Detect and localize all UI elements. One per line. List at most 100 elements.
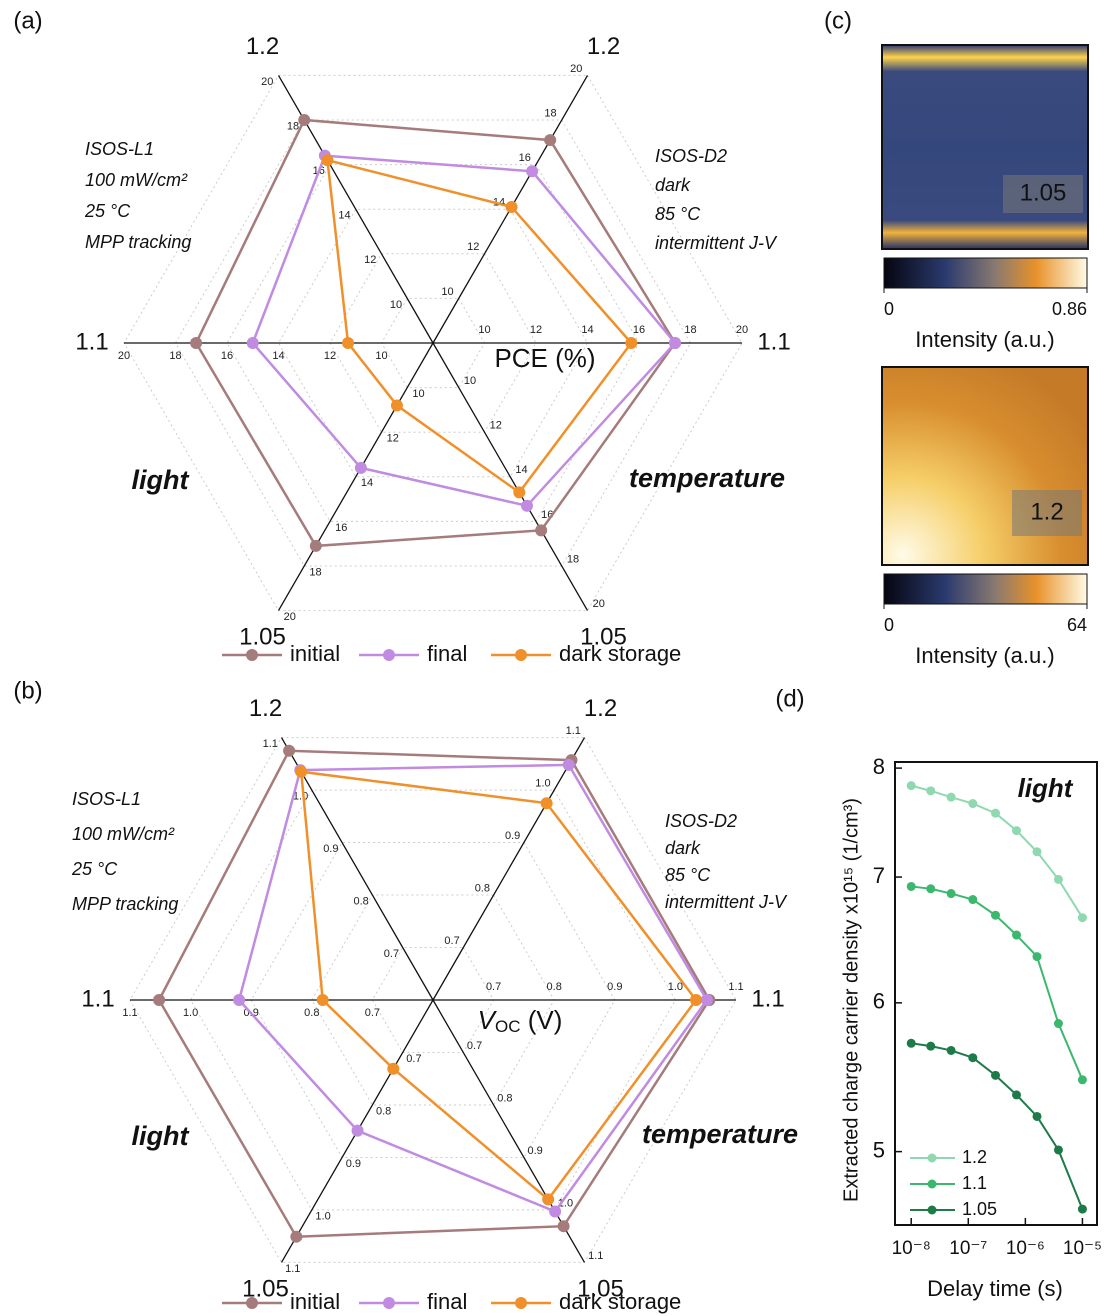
r-axis-label-part: OC bbox=[495, 1017, 521, 1036]
series-point bbox=[1054, 875, 1063, 884]
legend-label: dark storage bbox=[559, 641, 681, 666]
legend-label: final bbox=[427, 641, 467, 666]
r-tick-label: 20 bbox=[118, 350, 130, 362]
axis-category-label: 1.05 bbox=[239, 624, 286, 651]
series-point bbox=[544, 134, 556, 146]
legend-marker bbox=[928, 1154, 937, 1163]
y-tick-label: 8 bbox=[873, 754, 885, 779]
series-point bbox=[549, 1205, 561, 1217]
r-tick-label: 0.8 bbox=[376, 1105, 391, 1117]
r-tick-label: 12 bbox=[530, 324, 542, 336]
r-axis-label: VOC (V) bbox=[478, 1005, 563, 1037]
r-tick-label: 0.7 bbox=[365, 1007, 380, 1019]
r-tick-label: 0.7 bbox=[467, 1040, 482, 1052]
r-tick-label: 12 bbox=[324, 350, 336, 362]
r-tick-label: 16 bbox=[221, 350, 233, 362]
colorbar bbox=[884, 258, 1087, 288]
r-tick-label: 20 bbox=[261, 76, 273, 88]
series-point bbox=[669, 337, 681, 349]
x-tick-label: 10⁻⁵ bbox=[1063, 1238, 1102, 1259]
y-axis-label: Extracted charge carrier density x10¹⁵ (… bbox=[840, 798, 862, 1202]
r-tick-label: 0.8 bbox=[475, 882, 490, 894]
series-line bbox=[911, 786, 1082, 918]
annotation: light bbox=[1018, 773, 1074, 803]
series-point bbox=[153, 994, 165, 1006]
r-tick-label: 1.0 bbox=[535, 777, 550, 789]
group-label: light bbox=[132, 465, 190, 495]
legend-marker bbox=[928, 1180, 937, 1189]
axis-category-label: 1.1 bbox=[81, 985, 114, 1012]
condition-note: 85 °C bbox=[655, 204, 701, 224]
series-point bbox=[991, 1071, 1000, 1080]
series-point bbox=[321, 154, 333, 166]
r-tick-label: 20 bbox=[593, 598, 605, 610]
r-tick-label: 0.7 bbox=[444, 935, 459, 947]
colorbar-tick-label: 0 bbox=[884, 299, 894, 319]
panel-label: (a) bbox=[13, 7, 42, 34]
series-point bbox=[298, 114, 310, 126]
series-point bbox=[391, 399, 403, 411]
r-tick-label: 18 bbox=[544, 107, 556, 119]
r-tick-label: 18 bbox=[287, 120, 299, 132]
r-tick-label: 12 bbox=[490, 420, 502, 432]
condition-note: ISOS-L1 bbox=[72, 789, 141, 809]
series-point bbox=[1078, 1205, 1087, 1214]
series-point bbox=[947, 793, 956, 802]
r-tick-label: 10 bbox=[478, 324, 490, 336]
radar-axis bbox=[433, 738, 585, 1000]
x-tick-label: 10⁻⁸ bbox=[892, 1238, 931, 1259]
series-point bbox=[926, 884, 935, 893]
condition-note: dark bbox=[655, 175, 691, 195]
series-point bbox=[991, 911, 1000, 920]
condition-note: 100 mW/cm² bbox=[85, 170, 188, 190]
r-tick-label: 10 bbox=[441, 286, 453, 298]
r-tick-label: 0.9 bbox=[528, 1145, 543, 1157]
series-point bbox=[1012, 1090, 1021, 1099]
axis-category-label: 1.2 bbox=[584, 695, 617, 722]
r-tick-label: 16 bbox=[519, 152, 531, 164]
r-tick-label: 0.8 bbox=[304, 1007, 319, 1019]
colorbar-tick-label: 64 bbox=[1067, 615, 1087, 635]
r-tick-label: 0.7 bbox=[406, 1053, 421, 1065]
x-tick-label: 10⁻⁷ bbox=[949, 1238, 987, 1259]
r-tick-label: 0.7 bbox=[384, 948, 399, 960]
panel-label: (d) bbox=[775, 685, 804, 712]
series-point bbox=[907, 781, 916, 790]
condition-note: 85 °C bbox=[665, 865, 711, 885]
series-point bbox=[558, 1220, 570, 1232]
series-point bbox=[926, 1042, 935, 1051]
legend-label: initial bbox=[290, 641, 340, 666]
r-tick-label: 18 bbox=[567, 553, 579, 565]
series-point bbox=[991, 809, 1000, 818]
legend-label: 1.05 bbox=[962, 1199, 997, 1219]
series-point bbox=[701, 994, 713, 1006]
series-point bbox=[625, 337, 637, 349]
series-point bbox=[283, 745, 295, 757]
panel-label: (c) bbox=[824, 7, 852, 34]
r-tick-label: 16 bbox=[633, 324, 645, 336]
series-point bbox=[542, 1193, 554, 1205]
condition-note: MPP tracking bbox=[85, 232, 191, 252]
y-tick-label: 6 bbox=[873, 989, 885, 1014]
group-label: temperature bbox=[642, 1119, 798, 1149]
series-point bbox=[1033, 1112, 1042, 1121]
r-tick-label: 20 bbox=[570, 63, 582, 75]
r-tick-label: 0.7 bbox=[486, 981, 501, 993]
series-point bbox=[968, 799, 977, 808]
legend-marker bbox=[928, 1206, 937, 1215]
series-point bbox=[342, 337, 354, 349]
condition-note: 25 °C bbox=[71, 859, 118, 879]
r-tick-label: 1.0 bbox=[315, 1210, 330, 1222]
series-point bbox=[947, 889, 956, 898]
r-tick-label: 10 bbox=[375, 350, 387, 362]
legend-marker bbox=[383, 1297, 395, 1309]
series-point bbox=[535, 524, 547, 536]
y-tick-label: 7 bbox=[873, 863, 885, 888]
r-tick-label: 0.8 bbox=[497, 1092, 512, 1104]
legend-label: 1.2 bbox=[962, 1147, 987, 1167]
r-tick-label: 1.1 bbox=[263, 738, 278, 750]
series-point bbox=[1054, 1019, 1063, 1028]
series-point bbox=[907, 1039, 916, 1048]
series-point bbox=[513, 486, 525, 498]
r-tick-label: 1.1 bbox=[122, 1007, 137, 1019]
